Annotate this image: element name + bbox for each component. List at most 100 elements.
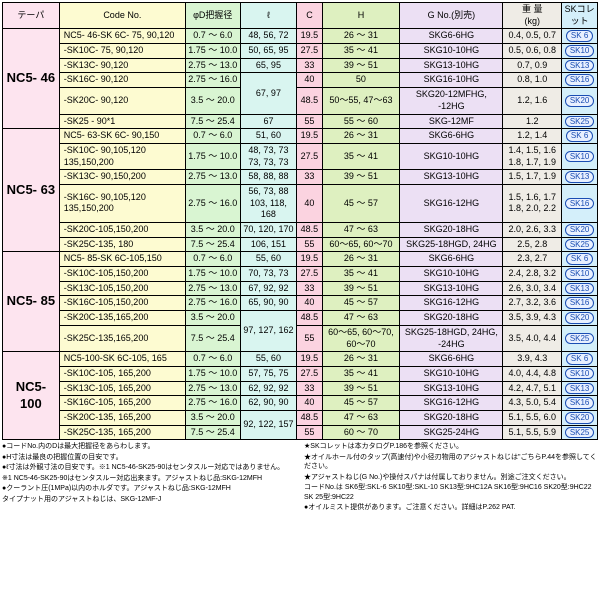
hdr-code: Code No. <box>59 3 185 29</box>
g-cell: SKG13-10HG <box>400 281 503 296</box>
code-cell: NC5- 46-SK 6C- 75, 90,120 <box>59 29 185 44</box>
d-cell: 1.75 ～ 10.0 <box>185 267 240 282</box>
table-row: -SK13C-105,150,2002.75 ～ 13.067, 92, 923… <box>3 281 598 296</box>
code-cell: NC5-100-SK 6C-105, 165 <box>59 352 185 367</box>
code-cell: -SK13C-105,150,200 <box>59 281 185 296</box>
g-cell: SKG6-6HG <box>400 129 503 144</box>
sk-cell: SK20 <box>562 223 598 238</box>
h-cell: 35 ～ 41 <box>322 267 400 282</box>
w-cell: 1.4, 1.5, 1.6 1.8, 1.7, 1.9 <box>503 143 562 169</box>
code-cell: -SK13C- 90,150,200 <box>59 170 185 185</box>
sk-cell: SK13 <box>562 58 598 73</box>
taper-cell: NC5- 63 <box>3 129 60 252</box>
sk-cell: SK25 <box>562 425 598 440</box>
h-cell: 39 ～ 51 <box>322 381 400 396</box>
table-row: -SK16C-105, 165,2002.75 ～ 16.062, 90, 90… <box>3 396 598 411</box>
w-cell: 2.3, 2.7 <box>503 252 562 267</box>
table-row: NC5- 46NC5- 46-SK 6C- 75, 90,1200.7 ～ 6.… <box>3 29 598 44</box>
h-cell: 35 ～ 41 <box>322 44 400 59</box>
l-cell: 65, 95 <box>240 58 297 73</box>
c-cell: 48.5 <box>297 410 322 425</box>
d-cell: 3.5 ～ 20.0 <box>185 410 240 425</box>
table-row: -SK13C- 90,150,2002.75 ～ 13.058, 88, 883… <box>3 170 598 185</box>
g-cell: SKG16-12HG <box>400 184 503 222</box>
table-row: NC5-100NC5-100-SK 6C-105, 1650.7 ～ 6.055… <box>3 352 598 367</box>
note-line: ●コードNo.内のDは最大把握径をあらわします。 <box>2 442 296 451</box>
table-row: -SK10C-105, 165,2001.75 ～ 10.057, 75, 75… <box>3 366 598 381</box>
note-line: ●H寸法は最良の把握位置の目安です。 <box>2 453 296 462</box>
sk-cell: SK16 <box>562 296 598 311</box>
code-cell: -SK16C-105, 165,200 <box>59 396 185 411</box>
l-cell: 67, 97 <box>240 73 297 114</box>
header-row: テーパ Code No. φD把握径 ℓ C H G No.(別売) 重 量 (… <box>3 3 598 29</box>
l-cell: 70, 120, 170 <box>240 223 297 238</box>
w-cell: 1.5, 1.6, 1.7 1.8, 2.0, 2.2 <box>503 184 562 222</box>
note-line: ★アジャストねじ(G No.)や操付スパナは付属しておりません。別途ご注文くださ… <box>304 473 598 482</box>
sk-cell: SK20 <box>562 88 598 114</box>
g-cell: SKG25-24HG <box>400 425 503 440</box>
note-line: ※1 NC5-46-SK25-90はセンタスルー対応出来ます。アジャストねじ品:… <box>2 474 296 483</box>
sk-pill: SK20 <box>565 95 595 107</box>
table-row: -SK20C- 90,1203.5 ～ 20.048.550～55, 47～63… <box>3 88 598 114</box>
sk-pill: SK10 <box>565 151 595 163</box>
l-cell: 51, 60 <box>240 129 297 144</box>
sk-pill: SK16 <box>565 198 595 210</box>
h-cell: 47 ～ 63 <box>322 410 400 425</box>
taper-cell: NC5-100 <box>3 352 60 440</box>
w-cell: 4.3, 5.0, 5.4 <box>503 396 562 411</box>
sk-pill: SK16 <box>565 397 595 409</box>
sk-cell: SK10 <box>562 267 598 282</box>
table-row: -SK25 - 90*17.5 ～ 25.4675555 ～ 60SKG-12M… <box>3 114 598 129</box>
h-cell: 26 ～ 31 <box>322 129 400 144</box>
g-cell: SKG6-6HG <box>400 352 503 367</box>
code-cell: -SK25C-135, 165,200 <box>59 425 185 440</box>
h-cell: 45 ～ 57 <box>322 296 400 311</box>
w-cell: 1.2, 1.6 <box>503 88 562 114</box>
sk-cell: SK25 <box>562 325 598 351</box>
d-cell: 0.7 ～ 6.0 <box>185 29 240 44</box>
g-cell: SKG13-10HG <box>400 58 503 73</box>
h-cell: 35 ～ 41 <box>322 366 400 381</box>
c-cell: 33 <box>297 381 322 396</box>
d-cell: 7.5 ～ 25.4 <box>185 325 240 351</box>
sk-pill: SK25 <box>565 427 595 439</box>
table-row: -SK16C- 90,105,120 135,150,2002.75 ～ 16.… <box>3 184 598 222</box>
d-cell: 7.5 ～ 25.4 <box>185 237 240 252</box>
l-cell: 57, 75, 75 <box>240 366 297 381</box>
h-cell: 26 ～ 31 <box>322 29 400 44</box>
h-cell: 26 ～ 31 <box>322 352 400 367</box>
d-cell: 0.7 ～ 6.0 <box>185 129 240 144</box>
sk-pill: SK20 <box>565 224 595 236</box>
sk-cell: SK25 <box>562 237 598 252</box>
note-line: ★SKコレットは本カタログP.186を参照ください。 <box>304 442 598 451</box>
note-line: ●ℓ寸法は外観寸法の目安です。※1 NC5-46-SK25-90はセンタスルー対… <box>2 463 296 472</box>
d-cell: 0.7 ～ 6.0 <box>185 252 240 267</box>
l-cell: 92, 122, 157 <box>240 410 297 439</box>
l-cell: 48, 56, 72 <box>240 29 297 44</box>
taper-cell: NC5- 85 <box>3 252 60 352</box>
sk-cell: SK13 <box>562 281 598 296</box>
table-row: -SK10C- 90,105,120 135,150,2001.75 ～ 10.… <box>3 143 598 169</box>
g-cell: SKG-12MF <box>400 114 503 129</box>
h-cell: 47 ～ 63 <box>322 223 400 238</box>
w-cell: 4.0, 4.4, 4.8 <box>503 366 562 381</box>
c-cell: 27.5 <box>297 366 322 381</box>
c-cell: 19.5 <box>297 352 322 367</box>
sk-cell: SK 6 <box>562 352 598 367</box>
h-cell: 45 ～ 57 <box>322 396 400 411</box>
g-cell: SKG10-10HG <box>400 267 503 282</box>
table-row: -SK25C-135, 165,2007.5 ～ 25.45560 ～ 70SK… <box>3 425 598 440</box>
l-cell: 67 <box>240 114 297 129</box>
table-row: -SK16C- 90,1202.75 ～ 16.067, 974050SKG16… <box>3 73 598 88</box>
c-cell: 33 <box>297 58 322 73</box>
code-cell: -SK13C-105, 165,200 <box>59 381 185 396</box>
g-cell: SKG6-6HG <box>400 29 503 44</box>
c-cell: 19.5 <box>297 29 322 44</box>
code-cell: -SK20C-135, 165,200 <box>59 410 185 425</box>
c-cell: 48.5 <box>297 88 322 114</box>
g-cell: SKG20-18HG <box>400 311 503 326</box>
w-cell: 2.0, 2.6, 3.3 <box>503 223 562 238</box>
sk-cell: SK25 <box>562 114 598 129</box>
sk-cell: SK10 <box>562 366 598 381</box>
d-cell: 3.5 ～ 20.0 <box>185 311 240 326</box>
